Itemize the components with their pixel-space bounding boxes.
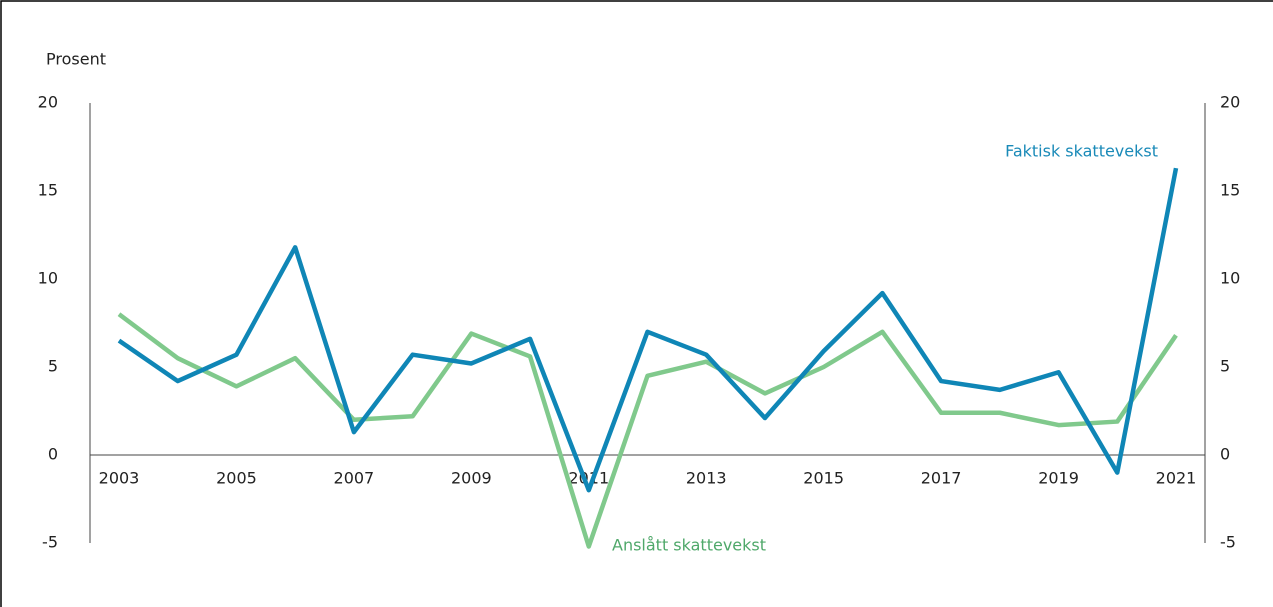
x-tick-label: 2019 — [1038, 469, 1079, 488]
x-tick-label: 2003 — [99, 469, 140, 488]
x-tick-label: 2005 — [216, 469, 257, 488]
x-tick-label: 2013 — [686, 469, 727, 488]
y2-tick-label: 5 — [1220, 357, 1230, 376]
x-tick-label: 2021 — [1156, 469, 1197, 488]
x-tick-label: 2009 — [451, 469, 492, 488]
y-tick-label: -5 — [42, 533, 58, 552]
y2-tick-label: 20 — [1220, 93, 1240, 112]
y2-tick-label: 0 — [1220, 445, 1230, 464]
x-tick-label: 2017 — [921, 469, 962, 488]
y-tick-label: 10 — [38, 269, 58, 288]
x-tick-label: 2015 — [803, 469, 844, 488]
line-series — [117, 167, 1179, 493]
y2-tick-label: 10 — [1220, 269, 1240, 288]
y-tick-label: 0 — [48, 445, 58, 464]
x-tick-label: 2007 — [334, 469, 375, 488]
y-axis-label: Prosent — [46, 50, 106, 69]
series-label: Faktisk skattevekst — [1005, 142, 1158, 161]
line-series — [117, 312, 1178, 549]
y-tick-label: 15 — [38, 181, 58, 200]
y2-tick-label: 15 — [1220, 181, 1240, 200]
series-label: Anslått skattevekst — [612, 536, 766, 555]
y-tick-label: 20 — [38, 93, 58, 112]
y-tick-label: 5 — [48, 357, 58, 376]
x-tick-label: 2011 — [568, 469, 609, 488]
y2-tick-label: -5 — [1220, 533, 1236, 552]
